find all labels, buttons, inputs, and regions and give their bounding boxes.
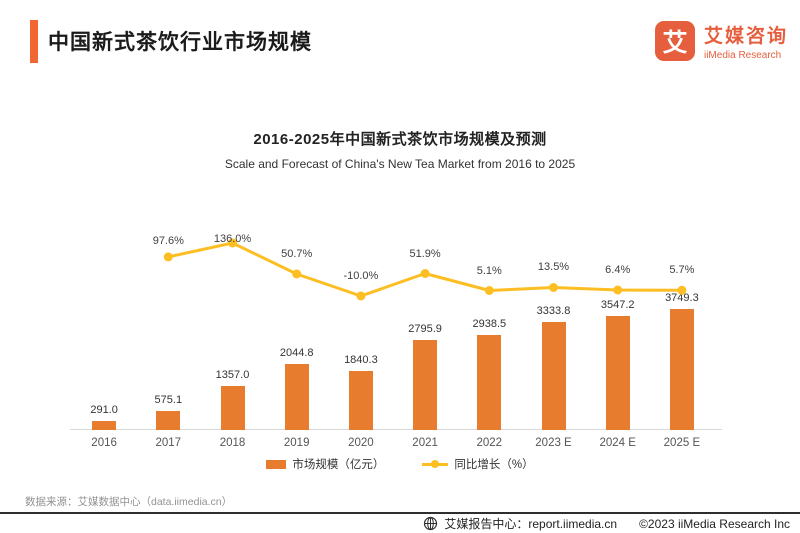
bar-value-label: 3749.3 (665, 292, 699, 304)
bar-value-label: 3547.2 (600, 298, 635, 311)
bar-2018 (220, 386, 245, 430)
legend-item-growth: 同比增长（%） (422, 456, 534, 472)
bar-2021 (413, 339, 438, 430)
growth-rate-label: 13.5% (537, 261, 570, 274)
growth-line-chart (163, 238, 687, 301)
x-axis-label: 2016 (91, 437, 117, 449)
line-series-swatch (422, 460, 449, 468)
iimedia-logo-icon: 艾 (654, 21, 695, 61)
line-series-dot (431, 460, 440, 468)
x-axis-label: 2023 E (535, 437, 572, 449)
growth-rate-label: 6.4% (605, 264, 631, 277)
bar-value-label: 3333.8 (536, 305, 571, 318)
bar-series-swatch (266, 459, 287, 469)
growth-rate-label: 97.6% (152, 234, 184, 247)
x-axis-label: 2017 (155, 437, 182, 449)
x-axis-label: 2024 E (599, 437, 636, 449)
chart-plot-area: 291.0 2016 575.1 2017 97.6% 1357.0 2018 136.0% 2… (70, 225, 722, 449)
title-accent-bar (30, 20, 38, 63)
bar-2023E (541, 322, 566, 430)
chart-header: 2016-2025年中国新式茶饮市场规模及预测 Scale and Foreca… (0, 128, 800, 171)
bar-value-label: 575.1 (154, 394, 183, 407)
legend-label-growth: 同比增长（%） (454, 459, 534, 471)
footer-divider (0, 512, 800, 514)
chart-legend: 市场规模（亿元） 同比增长（%） (0, 456, 800, 472)
chart-title: 2016-2025年中国新式茶饮市场规模及预测 (253, 131, 547, 148)
bar-value-label: 2938.5 (472, 318, 507, 331)
copyright-text: ©2023 iiMedia Research Inc (639, 516, 790, 531)
chart-subtitle: Scale and Forecast of China's New Tea Ma… (224, 157, 576, 171)
x-axis-label: 2022 (476, 437, 503, 449)
legend-label-market-scale: 市场规模（亿元） (292, 459, 385, 471)
x-axis-line (70, 429, 722, 430)
bar-2020 (348, 370, 373, 430)
bar-value-label: 1357.0 (215, 369, 250, 382)
bar-value-label: 2795.9 (408, 322, 442, 335)
bar-2017 (156, 411, 181, 430)
x-axis-label: 2025 E (663, 437, 701, 449)
logo-name-cn: 艾媒咨询 (703, 26, 788, 47)
bar-2019 (284, 364, 309, 430)
logo-glyph: 艾 (662, 29, 688, 57)
globe-icon (424, 516, 438, 531)
growth-rate-label: 51.9% (409, 247, 441, 260)
legend-item-market-scale: 市场规模（亿元） (266, 456, 384, 472)
bar-2022 (477, 335, 502, 430)
bar-2025E (669, 309, 694, 430)
logo-name-en: iiMedia Research (703, 50, 782, 61)
bar-value-label: 291.0 (90, 403, 118, 416)
growth-rate-label: 136.0% (213, 233, 252, 245)
growth-rate-label: 5.1% (476, 264, 502, 277)
footer: 艾媒报告中心：report.iimedia.cn ©2023 iiMedia R… (423, 515, 790, 532)
x-axis-label: 2021 (412, 437, 438, 449)
logo-text: 艾媒咨询 iiMedia Research (704, 21, 788, 61)
bar-2024E (605, 315, 630, 430)
growth-rate-label: 50.7% (281, 247, 313, 260)
report-center-text: 艾媒报告中心：report.iimedia.cn (444, 517, 618, 531)
iimedia-logo: 艾 艾媒咨询 iiMedia Research (654, 21, 788, 61)
data-source-note: 数据来源：艾媒数据中心（data.iimedia.cn） (25, 496, 233, 508)
x-axis-label: 2018 (219, 437, 246, 449)
x-axis-label: 2020 (348, 437, 374, 449)
bar-2016 (92, 420, 117, 430)
growth-rate-label: 5.7% (669, 264, 695, 277)
growth-rate-label: -10.0% (343, 270, 379, 282)
x-axis-label: 2019 (283, 437, 310, 449)
page-title: 中国新式茶饮行业市场规模 (48, 31, 312, 54)
bar-value-label: 1840.3 (344, 353, 378, 366)
bar-value-label: 2044.8 (279, 347, 314, 360)
